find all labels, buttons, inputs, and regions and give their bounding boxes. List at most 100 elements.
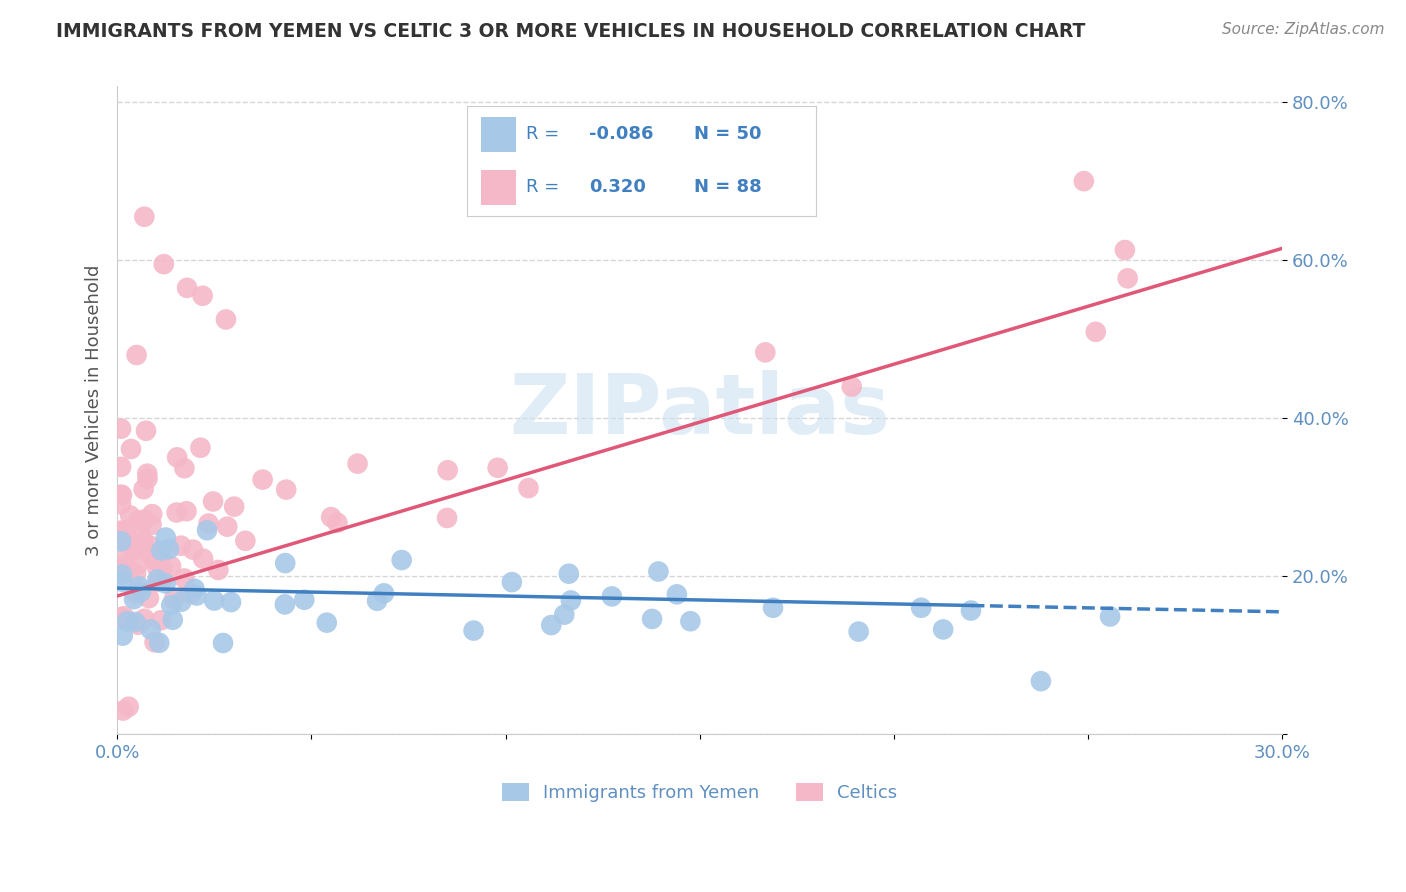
Text: IMMIGRANTS FROM YEMEN VS CELTIC 3 OR MORE VEHICLES IN HOUSEHOLD CORRELATION CHAR: IMMIGRANTS FROM YEMEN VS CELTIC 3 OR MOR… bbox=[56, 22, 1085, 41]
Point bbox=[111, 574, 134, 589]
Point bbox=[157, 542, 180, 557]
Point bbox=[143, 635, 166, 649]
Point bbox=[141, 548, 163, 562]
Point bbox=[1116, 271, 1139, 285]
Point bbox=[553, 607, 575, 622]
Point bbox=[148, 574, 170, 589]
Point bbox=[540, 618, 562, 632]
Point bbox=[558, 566, 581, 581]
Point bbox=[848, 624, 870, 639]
Point bbox=[176, 281, 198, 295]
Text: ZIPatlas: ZIPatlas bbox=[509, 370, 890, 450]
Point bbox=[125, 348, 148, 362]
Point bbox=[215, 312, 238, 326]
Point bbox=[195, 523, 218, 537]
Point bbox=[191, 289, 214, 303]
Point bbox=[127, 514, 149, 528]
Point bbox=[183, 582, 205, 596]
Point bbox=[315, 615, 337, 630]
Y-axis label: 3 or more Vehicles in Household: 3 or more Vehicles in Household bbox=[86, 265, 103, 556]
Point bbox=[127, 557, 149, 571]
Point bbox=[124, 586, 146, 600]
Point bbox=[146, 562, 169, 576]
Point bbox=[366, 594, 388, 608]
Point bbox=[134, 210, 156, 224]
Point bbox=[560, 593, 582, 607]
Point bbox=[1099, 609, 1122, 624]
Point bbox=[136, 472, 159, 486]
Point bbox=[112, 704, 135, 718]
Point bbox=[191, 551, 214, 566]
Point bbox=[600, 590, 623, 604]
Point bbox=[647, 565, 669, 579]
Point bbox=[463, 624, 485, 638]
Point bbox=[124, 538, 146, 552]
Point bbox=[665, 587, 688, 601]
Point bbox=[141, 507, 163, 521]
Point bbox=[114, 558, 136, 572]
Point bbox=[501, 575, 523, 590]
Point bbox=[136, 467, 159, 481]
Point bbox=[110, 488, 132, 502]
Point bbox=[517, 481, 540, 495]
Legend: Immigrants from Yemen, Celtics: Immigrants from Yemen, Celtics bbox=[495, 776, 904, 810]
Point bbox=[138, 539, 160, 553]
Point bbox=[235, 533, 257, 548]
Point bbox=[150, 543, 173, 558]
Point bbox=[166, 506, 188, 520]
Point bbox=[170, 539, 193, 553]
Point bbox=[118, 699, 141, 714]
Point bbox=[142, 552, 165, 566]
Point bbox=[155, 531, 177, 545]
Point bbox=[110, 422, 132, 436]
Point bbox=[436, 511, 458, 525]
Point bbox=[321, 510, 343, 524]
Point bbox=[120, 508, 142, 523]
Point bbox=[1084, 325, 1107, 339]
Point bbox=[110, 497, 132, 511]
Point bbox=[641, 612, 664, 626]
Point bbox=[111, 488, 134, 502]
Point bbox=[762, 600, 785, 615]
Point bbox=[202, 494, 225, 508]
Point bbox=[276, 483, 298, 497]
Point bbox=[139, 623, 162, 637]
Point bbox=[190, 441, 212, 455]
Point bbox=[138, 591, 160, 606]
Point bbox=[115, 614, 138, 628]
Point bbox=[152, 257, 174, 271]
Point bbox=[391, 553, 413, 567]
Point bbox=[111, 562, 134, 576]
Point bbox=[274, 598, 297, 612]
Point bbox=[148, 636, 170, 650]
Point bbox=[111, 629, 134, 643]
Point bbox=[141, 517, 163, 532]
Point bbox=[932, 623, 955, 637]
Point bbox=[110, 562, 132, 576]
Point bbox=[170, 595, 193, 609]
Point bbox=[127, 617, 149, 632]
Point bbox=[117, 547, 139, 561]
Point bbox=[122, 592, 145, 607]
Point bbox=[292, 592, 315, 607]
Point bbox=[173, 571, 195, 585]
Point bbox=[274, 556, 297, 570]
Point bbox=[110, 459, 132, 474]
Point bbox=[125, 566, 148, 581]
Point bbox=[197, 516, 219, 531]
Point bbox=[160, 559, 183, 574]
Point bbox=[212, 636, 235, 650]
Point bbox=[150, 573, 173, 587]
Point bbox=[134, 612, 156, 626]
Point bbox=[118, 565, 141, 579]
Point bbox=[150, 561, 173, 575]
Point bbox=[1114, 243, 1136, 257]
Point bbox=[252, 473, 274, 487]
Point bbox=[160, 598, 183, 612]
Point bbox=[219, 595, 242, 609]
Point bbox=[149, 554, 172, 568]
Point bbox=[202, 593, 225, 607]
Point bbox=[754, 345, 776, 359]
Point bbox=[960, 603, 983, 617]
Point bbox=[142, 551, 165, 566]
